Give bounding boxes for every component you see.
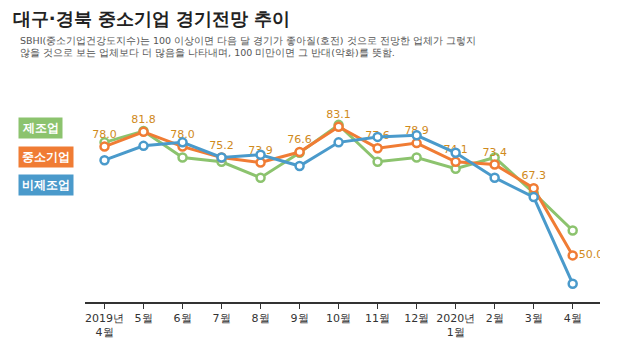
svg-text:6월: 6월 [174,312,192,325]
svg-text:2020년1월: 2020년1월 [436,312,475,339]
svg-text:10월: 10월 [326,312,351,325]
svg-text:78.0: 78.0 [170,128,195,141]
svg-text:67.3: 67.3 [521,169,546,182]
svg-text:77.6: 77.6 [365,129,390,142]
svg-text:74.1: 74.1 [443,143,468,156]
svg-text:4월: 4월 [564,312,582,325]
svg-text:78.9: 78.9 [404,124,429,137]
svg-text:7월: 7월 [213,312,231,325]
svg-text:78.0: 78.0 [92,128,117,141]
svg-text:제조업: 제조업 [22,121,59,135]
svg-text:11월: 11월 [365,312,390,325]
svg-text:2월: 2월 [486,312,504,325]
svg-text:75.2: 75.2 [209,139,234,152]
svg-text:3월: 3월 [525,312,543,325]
svg-text:81.8: 81.8 [131,113,156,126]
svg-text:73.4: 73.4 [482,146,507,159]
svg-text:대구·경북 중소기업 경기전망 추이: 대구·경북 중소기업 경기전망 추이 [13,8,291,29]
svg-text:76.6: 76.6 [287,133,312,146]
svg-text:중소기업: 중소기업 [22,150,70,164]
svg-text:5월: 5월 [135,312,153,325]
svg-text:83.1: 83.1 [326,108,351,121]
svg-text:비제조업: 비제조업 [22,178,70,192]
svg-text:2019년4월: 2019년4월 [85,312,124,339]
svg-text:73.9: 73.9 [248,144,273,157]
svg-text:12월: 12월 [404,312,429,325]
svg-text:8월: 8월 [252,312,270,325]
svg-text:SBHI(중소기업건강도지수)는 100 이상이면 다음 달: SBHI(중소기업건강도지수)는 100 이상이면 다음 달 경기가 좋아질(호… [20,35,476,58]
svg-text:9월: 9월 [291,312,309,325]
svg-text:50.0: 50.0 [579,248,600,261]
